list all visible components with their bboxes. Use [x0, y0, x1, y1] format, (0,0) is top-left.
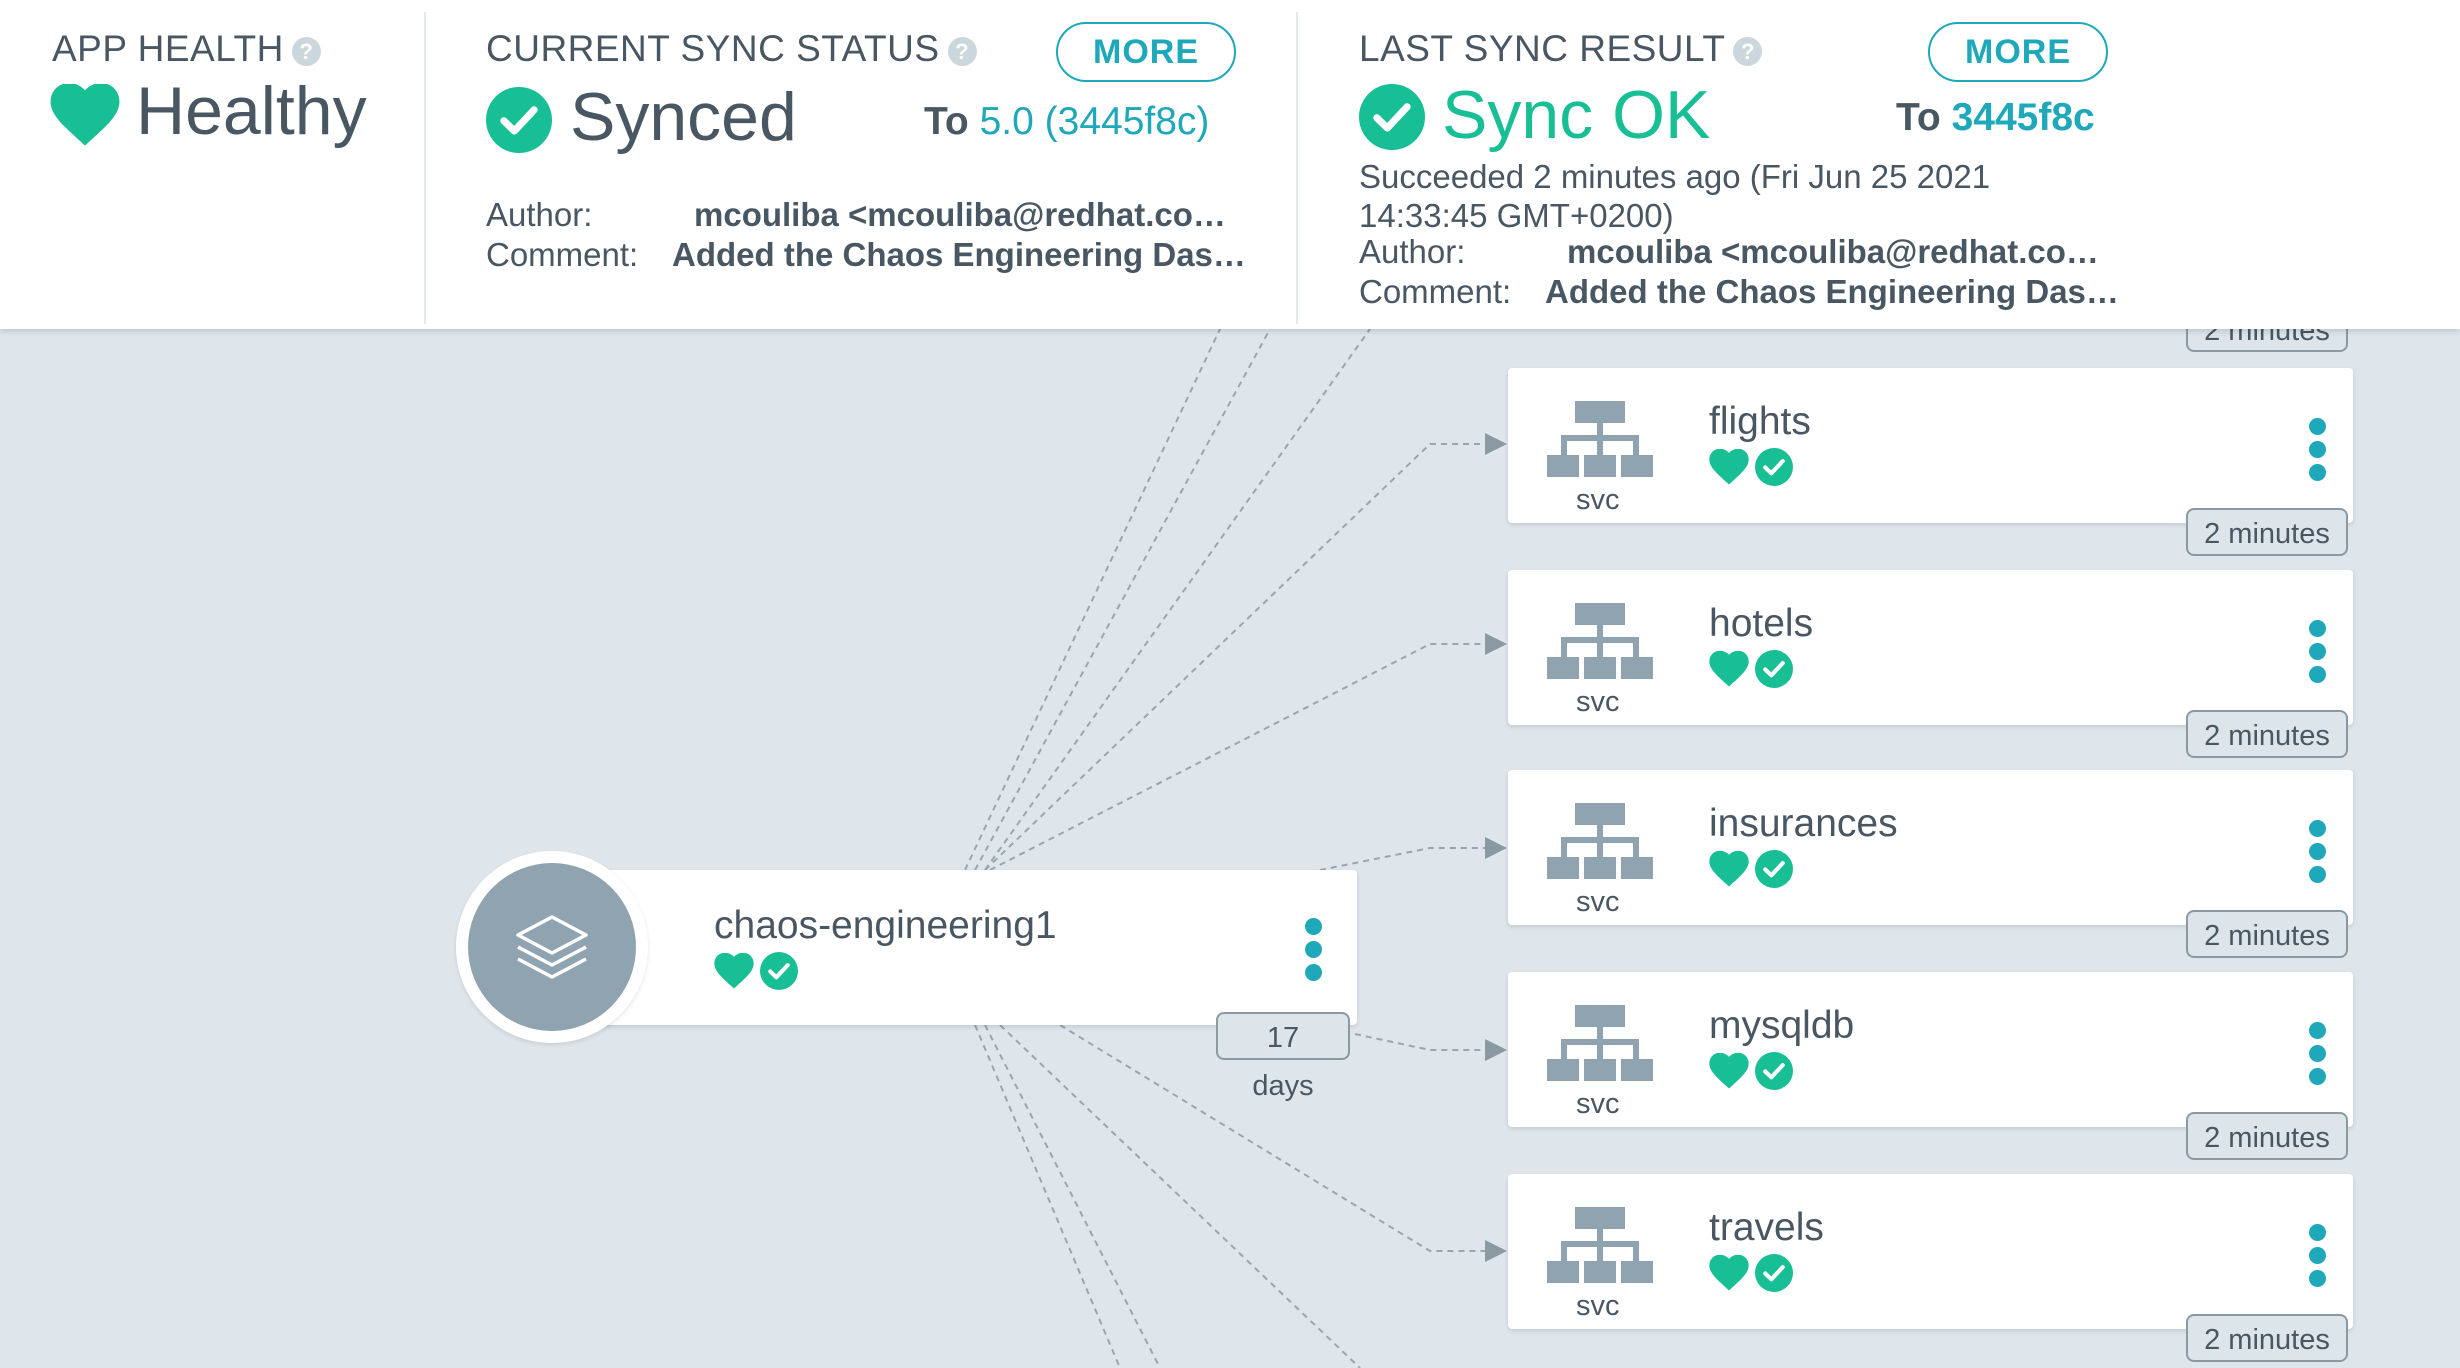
service-name: mysqldb: [1709, 1004, 1855, 1047]
service-status-icons: [1709, 650, 1793, 688]
check-circle-icon: [1755, 850, 1793, 888]
service-icon: [1545, 803, 1655, 892]
service-node-insurances[interactable]: svc insurances: [1508, 770, 2353, 925]
service-name: insurances: [1709, 802, 1898, 845]
service-status-icons: [1709, 448, 1793, 486]
heart-icon: [1709, 651, 1749, 687]
service-icon: [1545, 1005, 1655, 1094]
last-sync-more-button[interactable]: MORE: [1928, 22, 2108, 82]
age-badge: 2 minutes: [2186, 508, 2348, 556]
check-circle-icon: [1359, 84, 1425, 150]
age-badge: 17 days: [1216, 1012, 1350, 1102]
heart-icon: [714, 953, 754, 989]
check-circle-icon: [1755, 650, 1793, 688]
help-icon[interactable]: ?: [291, 36, 321, 66]
current-sync-author: Author: mcouliba <mcouliba@redhat.com> -: [486, 196, 1254, 233]
network-tree-icon: [1547, 603, 1653, 679]
last-sync-author: Author: mcouliba <mcouliba@redhat.com> -: [1359, 233, 2127, 270]
service-node-travels[interactable]: svc travels: [1508, 1174, 2353, 1329]
last-sync-status: Sync OK: [1442, 77, 1711, 153]
heart-icon: [1709, 1255, 1749, 1291]
kebab-menu-icon[interactable]: [2309, 418, 2327, 487]
kebab-menu-icon[interactable]: [2309, 820, 2327, 889]
heart-icon: [1709, 1053, 1749, 1089]
divider: [424, 12, 426, 324]
last-sync-comment: Comment: Added the Chaos Engineering Das…: [1359, 273, 2125, 310]
age-badge: 2 minutes: [2186, 1314, 2348, 1362]
age-badge: 2 minutes: [2186, 910, 2348, 958]
resource-kind: svc: [1576, 1290, 1620, 1322]
revision-link[interactable]: 5.0 (3445f8c): [979, 100, 1210, 143]
last-sync-succeeded: Succeeded 2 minutes ago (Fri Jun 25 2021: [1359, 158, 1991, 195]
age-badge: 2 minutes: [2186, 710, 2348, 758]
kebab-menu-icon[interactable]: [2309, 1224, 2327, 1293]
kebab-menu-icon[interactable]: [1305, 918, 1323, 987]
service-node-hotels[interactable]: svc hotels: [1508, 570, 2353, 725]
current-sync-label: CURRENT SYNC STATUS?: [486, 28, 977, 70]
app-health-status: Healthy: [136, 73, 367, 149]
app-node[interactable]: chaos-engineering1: [580, 870, 1357, 1025]
app-node-icon: [456, 851, 648, 1043]
resource-kind: svc: [1576, 886, 1620, 918]
resource-kind: svc: [1576, 484, 1620, 516]
help-icon[interactable]: ?: [1733, 36, 1763, 66]
current-sync-comment: Comment: Added the Chaos Engineering Das…: [486, 236, 1252, 273]
resource-kind: svc: [1576, 686, 1620, 718]
service-name: flights: [1709, 400, 1811, 443]
service-name: hotels: [1709, 602, 1814, 645]
resource-kind: svc: [1576, 1088, 1620, 1120]
check-circle-icon: [1755, 1254, 1793, 1292]
service-node-mysqldb[interactable]: svc mysqldb: [1508, 972, 2353, 1127]
app-node-name: chaos-engineering1: [714, 904, 1057, 947]
layers-icon: [516, 915, 588, 979]
service-name: travels: [1709, 1206, 1824, 1249]
service-icon: [1545, 401, 1655, 490]
service-status-icons: [1709, 850, 1793, 888]
help-icon[interactable]: ?: [947, 36, 977, 66]
last-sync-target: To 3445f8c: [1896, 96, 2095, 139]
current-sync-status: Synced: [570, 79, 797, 155]
service-icon: [1545, 1207, 1655, 1296]
revision-link[interactable]: 3445f8c: [1951, 96, 2095, 139]
divider: [1296, 12, 1298, 324]
check-circle-icon: [1755, 448, 1793, 486]
app-node-status-icons: [714, 952, 798, 990]
kebab-menu-icon[interactable]: [2309, 620, 2327, 689]
network-tree-icon: [1547, 401, 1653, 477]
heart-icon: [1709, 449, 1749, 485]
check-circle-icon: [486, 87, 552, 153]
service-node-flights[interactable]: svc flights: [1508, 368, 2353, 523]
heart-icon: [1709, 851, 1749, 887]
check-circle-icon: [1755, 1052, 1793, 1090]
network-tree-icon: [1547, 1005, 1653, 1081]
check-circle-icon: [760, 952, 798, 990]
network-tree-icon: [1547, 1207, 1653, 1283]
current-sync-more-button[interactable]: MORE: [1056, 22, 1236, 82]
kebab-menu-icon[interactable]: [2309, 1022, 2327, 1091]
service-status-icons: [1709, 1254, 1793, 1292]
current-sync-target: To 5.0 (3445f8c): [924, 100, 1210, 143]
last-sync-succeeded-time: 14:33:45 GMT+0200): [1359, 197, 1674, 234]
last-sync-label: LAST SYNC RESULT?: [1359, 28, 1763, 70]
heart-icon: [50, 84, 120, 146]
network-tree-icon: [1547, 803, 1653, 879]
app-health-label: APP HEALTH?: [52, 28, 321, 70]
app-status-header: APP HEALTH? Healthy CURRENT SYNC STATUS?…: [0, 0, 2460, 329]
service-icon: [1545, 603, 1655, 692]
service-status-icons: [1709, 1052, 1793, 1090]
age-badge: 2 minutes: [2186, 1112, 2348, 1160]
